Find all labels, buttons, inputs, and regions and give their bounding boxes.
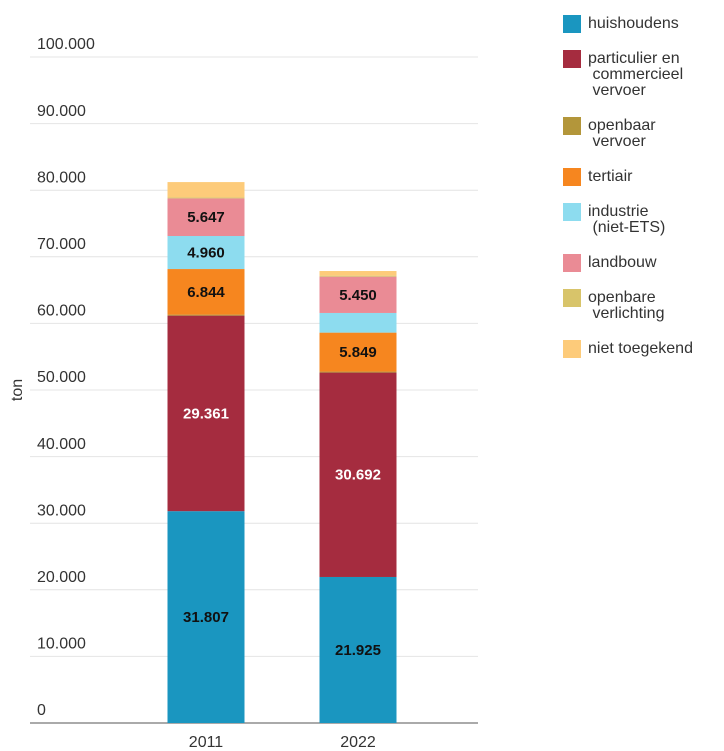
data-label: 5.647 — [187, 209, 225, 226]
legend-label: openbare verlichting — [588, 289, 664, 322]
legend-label: niet toegekend — [588, 340, 693, 357]
bar-segment — [319, 276, 397, 313]
y-axis-label: ton — [9, 379, 26, 401]
legend-swatch — [563, 340, 581, 358]
legend-swatch — [563, 289, 581, 307]
y-tick-label: 70.000 — [37, 236, 86, 253]
legend-swatch — [563, 117, 581, 135]
bar-segment — [319, 275, 397, 277]
y-tick-label: 100.000 — [37, 36, 95, 53]
y-tick-label: 90.000 — [37, 103, 86, 120]
legend-label: landbouw — [588, 254, 657, 271]
data-label: 6.844 — [187, 284, 225, 301]
y-tick-label: 0 — [37, 702, 46, 719]
legend-swatch — [563, 50, 581, 68]
data-label: 4.960 — [187, 244, 225, 261]
legend-label: particulier en commercieel vervoer — [588, 50, 683, 99]
data-label: 5.450 — [339, 287, 377, 304]
legend-swatch — [563, 15, 581, 33]
bar-segment — [319, 371, 397, 373]
legend-label: tertiair — [588, 168, 633, 185]
x-tick-label: 2011 — [189, 734, 224, 751]
y-tick-label: 60.000 — [37, 303, 86, 320]
data-label: 31.807 — [183, 609, 229, 626]
data-label: 29.361 — [183, 405, 229, 422]
bar-segment — [319, 271, 397, 276]
bar-segment — [167, 198, 245, 237]
bar-segment — [167, 197, 245, 199]
legend-label: huishoudens — [588, 15, 679, 32]
legend-swatch — [563, 203, 581, 221]
y-tick-label: 20.000 — [37, 569, 86, 586]
x-tick-label: 2022 — [340, 734, 376, 751]
bar-segment — [167, 269, 245, 315]
bar-segment — [319, 312, 397, 333]
y-tick-label: 80.000 — [37, 169, 86, 186]
y-tick-label: 50.000 — [37, 369, 86, 386]
bar-segment — [319, 372, 397, 577]
data-label: 5.849 — [339, 344, 377, 361]
bar-segment — [167, 236, 245, 270]
data-label: 30.692 — [335, 467, 381, 484]
bar-segment — [167, 182, 245, 198]
legend-label: openbaar vervoer — [588, 117, 656, 150]
bar-segment — [167, 315, 245, 512]
legend-swatch — [563, 168, 581, 186]
data-label: 21.925 — [335, 642, 381, 659]
y-tick-label: 30.000 — [37, 502, 86, 519]
bar-segment — [167, 511, 245, 723]
bar-segment — [319, 576, 397, 723]
legend-swatch — [563, 254, 581, 272]
y-tick-label: 10.000 — [37, 636, 86, 653]
legend-label: industrie (niet-ETS) — [588, 203, 665, 236]
bar-segment — [319, 332, 397, 372]
y-tick-label: 40.000 — [37, 436, 86, 453]
bar-segment — [167, 314, 245, 316]
